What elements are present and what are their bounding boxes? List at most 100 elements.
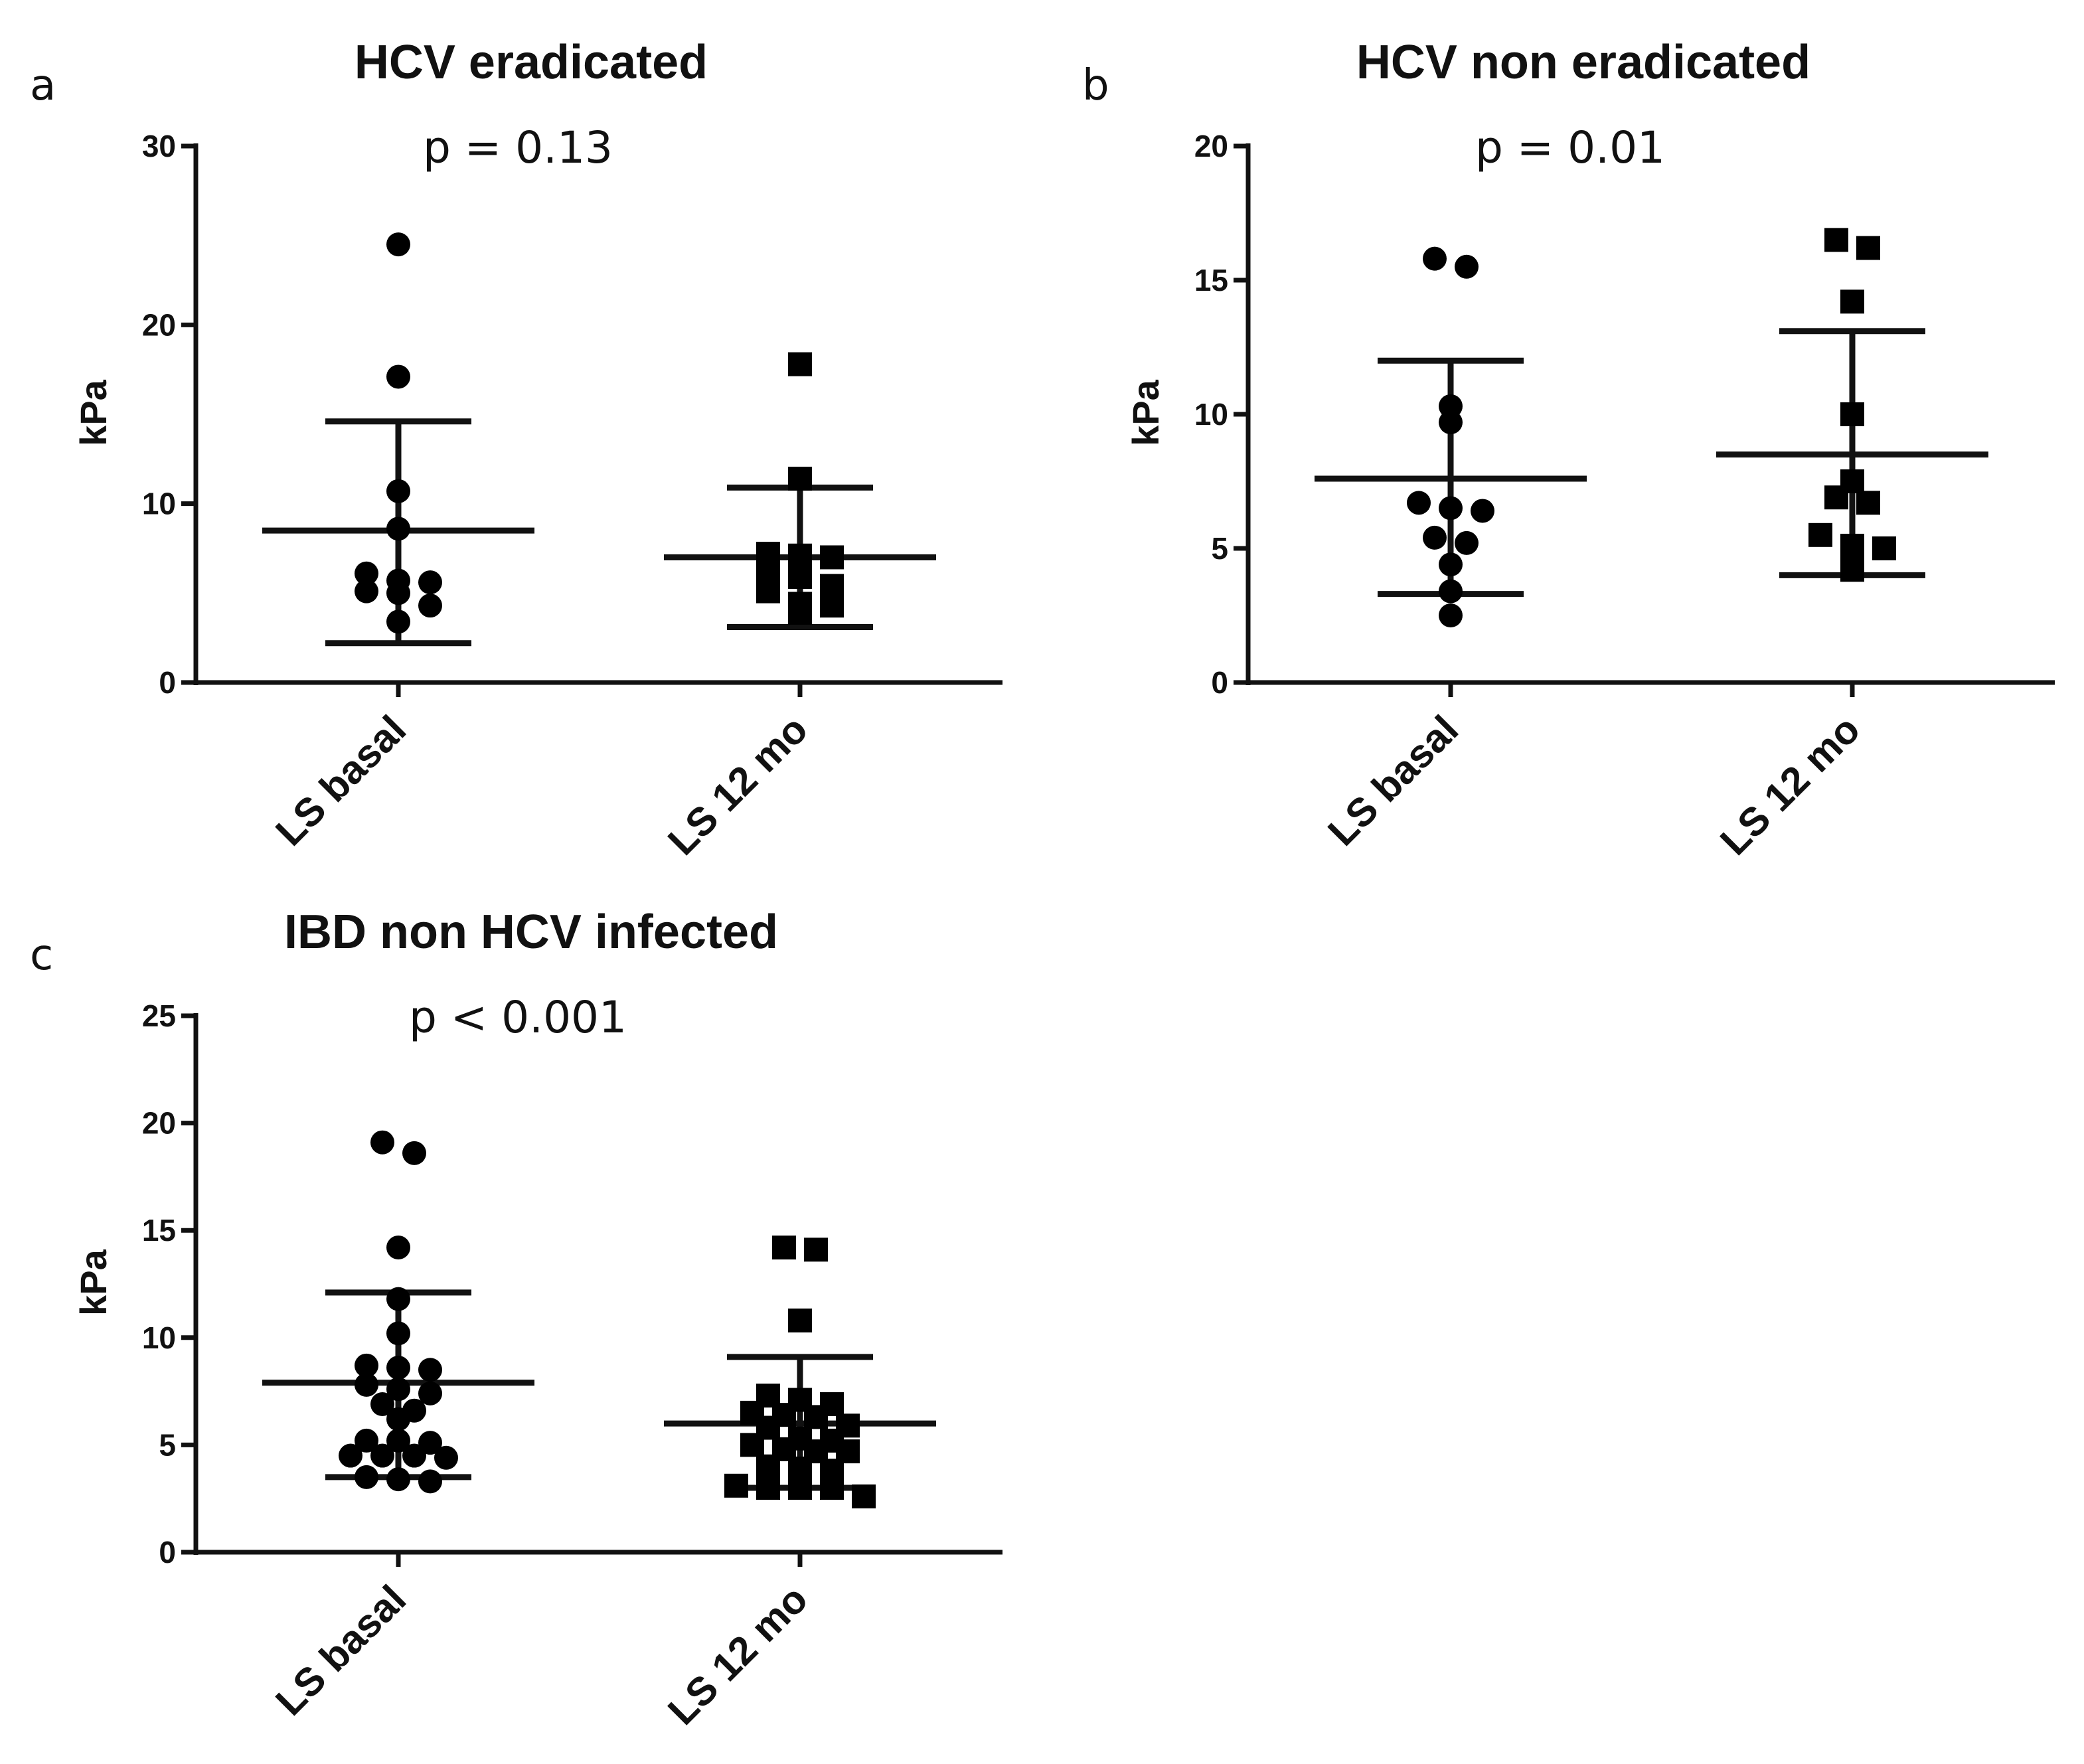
- panel-b: b HCV non eradicated p = 0.01 kPa 0 5 10 15 20 LS…: [1082, 36, 2055, 864]
- x-tick-label: LS basal: [1319, 707, 1467, 854]
- y-tick-label: 5: [159, 1427, 176, 1462]
- data-point-square: [756, 1454, 780, 1479]
- data-point-square: [756, 1476, 780, 1500]
- data-point-circle: [1439, 496, 1463, 521]
- data-point-square: [788, 352, 812, 376]
- data-point-circle: [386, 1467, 410, 1492]
- data-point-circle: [434, 1445, 458, 1470]
- panel-letter: b: [1082, 61, 1109, 110]
- data-point-circle: [355, 1465, 378, 1489]
- y-tick-label: 20: [142, 307, 176, 342]
- panel-c: c IBD non HCV infected p < 0.001 kPa 0 5 10 15 2…: [30, 906, 1002, 1733]
- data-point-circle: [1455, 254, 1479, 279]
- data-point-square: [1808, 522, 1832, 547]
- data-point-circle: [418, 1469, 442, 1494]
- data-point-circle: [339, 1443, 362, 1468]
- data-point-circle: [386, 1287, 410, 1311]
- data-point-circle: [386, 1236, 410, 1260]
- data-point-square: [1856, 236, 1880, 260]
- y-axis-label: kPa: [1125, 379, 1166, 445]
- data-point-circle: [1439, 579, 1463, 603]
- chart-title: IBD non HCV infected: [284, 906, 778, 959]
- data-point-square: [1840, 558, 1864, 582]
- data-point-circle: [386, 479, 410, 503]
- p-value-annotation: p = 0.13: [423, 122, 613, 173]
- data-point-square: [1840, 289, 1864, 314]
- series-ls-12-mo: [664, 1236, 936, 1508]
- data-point-circle: [1439, 552, 1463, 577]
- x-tick-label: LS basal: [267, 707, 414, 854]
- data-point-circle: [386, 1428, 410, 1453]
- data-point-circle: [1423, 246, 1447, 271]
- x-tick-label: LS basal: [267, 1577, 414, 1724]
- data-point-square: [820, 1476, 844, 1500]
- data-point-square: [724, 1473, 748, 1498]
- data-point-circle: [1439, 410, 1463, 435]
- data-point-circle: [418, 1358, 442, 1382]
- data-point-circle: [386, 1356, 410, 1380]
- data-point-square: [788, 466, 812, 491]
- data-point-circle: [355, 1353, 378, 1378]
- y-tick-label: 0: [159, 665, 176, 700]
- y-tick-label: 0: [159, 1535, 176, 1569]
- data-point-circle: [386, 364, 410, 389]
- y-tick-label: 20: [142, 1106, 176, 1141]
- data-point-square: [1824, 485, 1848, 510]
- data-point-square: [1824, 228, 1848, 252]
- data-point-circle: [1439, 603, 1463, 627]
- data-point-square: [852, 1484, 876, 1508]
- data-point-square: [1872, 536, 1896, 560]
- panel-letter: a: [30, 61, 56, 110]
- data-point-circle: [386, 1321, 410, 1346]
- data-point-circle: [1471, 499, 1494, 523]
- data-point-square: [1856, 491, 1880, 515]
- data-point-square: [788, 565, 812, 590]
- series-ls-basal: [262, 1130, 534, 1494]
- y-tick-label: 10: [142, 487, 176, 521]
- data-point-circle: [402, 1141, 426, 1165]
- y-axis-label: kPa: [72, 1249, 114, 1315]
- data-point-square: [820, 594, 844, 618]
- series-ls-basal: [262, 232, 534, 647]
- data-point-circle: [386, 609, 410, 634]
- y-axis-label: kPa: [72, 379, 114, 445]
- data-point-circle: [402, 1443, 426, 1468]
- data-point-circle: [370, 1443, 394, 1468]
- y-tick-label: 30: [142, 129, 176, 163]
- series-ls-basal: [1315, 246, 1587, 627]
- data-point-circle: [418, 594, 442, 618]
- data-point-square: [804, 1238, 828, 1262]
- data-point-square: [1840, 402, 1864, 426]
- y-tick-label: 25: [142, 999, 176, 1033]
- data-point-square: [756, 579, 780, 603]
- data-point-circle: [418, 1431, 442, 1455]
- series-ls-12-mo: [1716, 228, 1988, 582]
- data-point-circle: [418, 1381, 442, 1405]
- data-point-circle: [1423, 525, 1447, 550]
- data-point-circle: [386, 581, 410, 605]
- y-tick-label: 0: [1211, 665, 1228, 700]
- data-point-circle: [1407, 491, 1431, 515]
- data-point-circle: [355, 1372, 378, 1397]
- y-tick-label: 15: [142, 1213, 176, 1247]
- data-point-square: [788, 1308, 812, 1332]
- data-point-circle: [386, 517, 410, 541]
- y-tick-label: 5: [1211, 531, 1228, 566]
- p-value-annotation: p < 0.001: [409, 992, 627, 1043]
- x-tick-label: LS 12 mo: [659, 707, 816, 864]
- p-value-annotation: p = 0.01: [1475, 122, 1665, 173]
- data-point-square: [804, 1405, 828, 1429]
- chart-title: HCV eradicated: [355, 36, 708, 89]
- data-point-square: [788, 600, 812, 625]
- data-point-circle: [386, 232, 410, 257]
- data-point-circle: [370, 1130, 394, 1155]
- y-tick-label: 10: [142, 1321, 176, 1355]
- data-point-square: [788, 543, 812, 568]
- data-point-square: [740, 1433, 764, 1457]
- data-point-circle: [370, 1392, 394, 1416]
- data-point-circle: [386, 1377, 410, 1402]
- data-point-circle: [386, 1407, 410, 1431]
- data-point-circle: [355, 579, 378, 603]
- data-point-square: [772, 1236, 796, 1260]
